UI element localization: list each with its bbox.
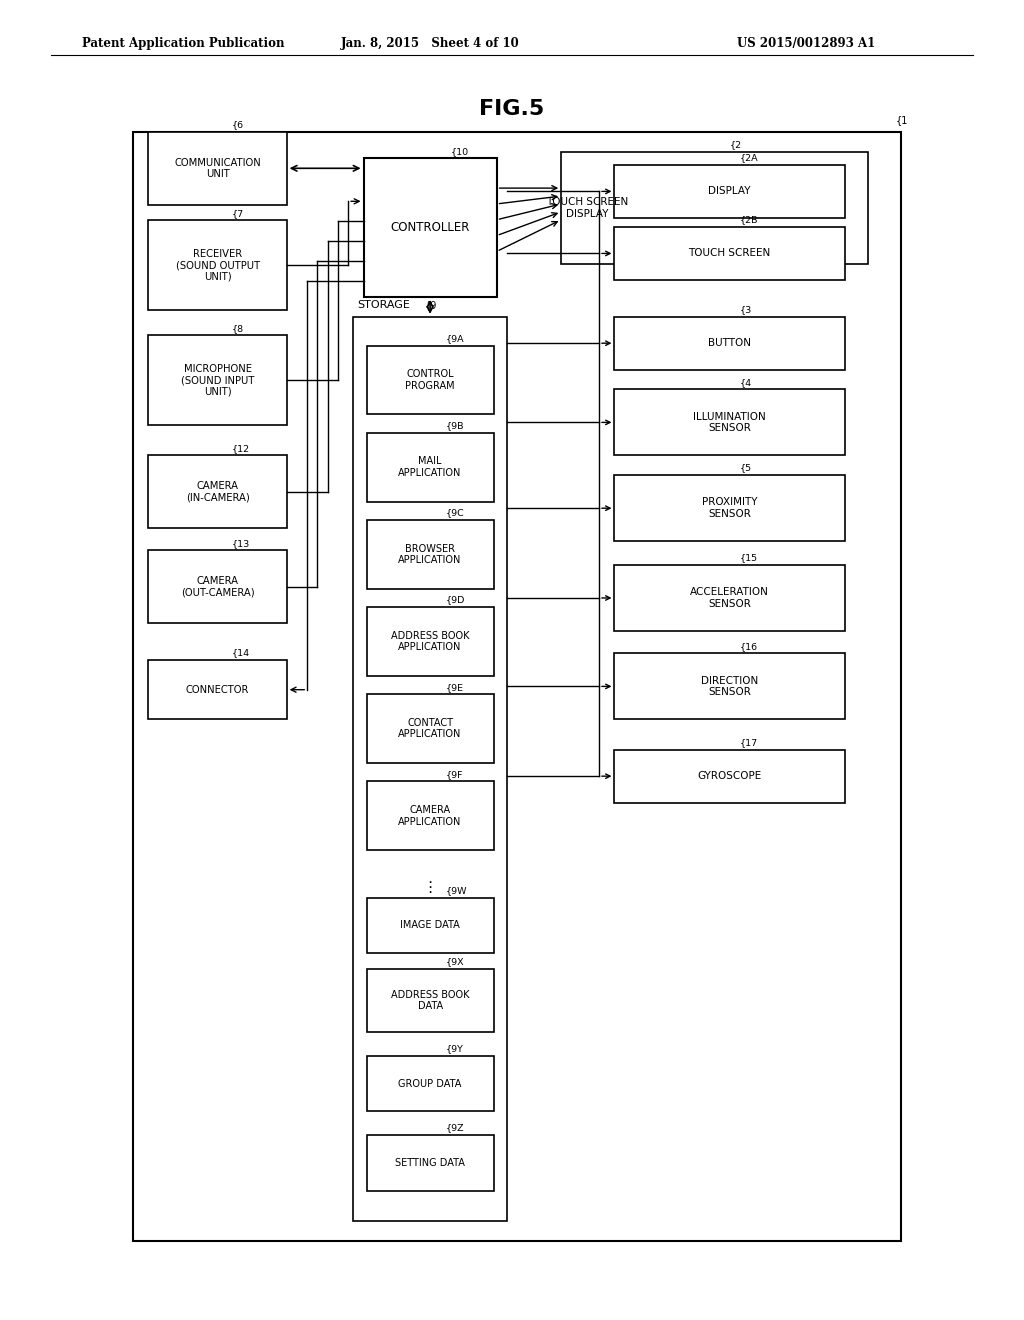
Text: {10: {10 xyxy=(451,147,469,156)
Text: {9D: {9D xyxy=(445,595,465,605)
Text: MICROPHONE
(SOUND INPUT
UNIT): MICROPHONE (SOUND INPUT UNIT) xyxy=(181,363,254,397)
Bar xyxy=(148,220,287,310)
Text: DIRECTION
SENSOR: DIRECTION SENSOR xyxy=(701,676,758,697)
Text: {3: {3 xyxy=(739,305,752,314)
Text: SETTING DATA: SETTING DATA xyxy=(395,1158,465,1168)
Text: DISPLAY: DISPLAY xyxy=(709,186,751,197)
Text: {4: {4 xyxy=(739,378,752,387)
Text: FIG.5: FIG.5 xyxy=(479,99,545,119)
Bar xyxy=(367,1135,494,1191)
Text: CONTROLLER: CONTROLLER xyxy=(390,222,470,234)
Text: {9Y: {9Y xyxy=(445,1044,463,1053)
Text: Patent Application Publication: Patent Application Publication xyxy=(82,37,285,50)
Text: {9Z: {9Z xyxy=(445,1123,464,1133)
Text: GYROSCOPE: GYROSCOPE xyxy=(697,771,762,781)
Text: {12: {12 xyxy=(231,444,250,453)
Text: {6: {6 xyxy=(231,120,244,129)
Text: {8: {8 xyxy=(231,323,244,333)
Text: {9W: {9W xyxy=(445,886,467,895)
Text: ⋮: ⋮ xyxy=(423,879,437,895)
Bar xyxy=(148,132,287,205)
Bar xyxy=(367,520,494,589)
Bar xyxy=(367,898,494,953)
Bar xyxy=(148,335,287,425)
Text: {17: {17 xyxy=(739,738,758,747)
Text: CONNECTOR: CONNECTOR xyxy=(186,685,249,694)
Bar xyxy=(367,433,494,502)
Text: {9A: {9A xyxy=(445,334,464,343)
Text: {9E: {9E xyxy=(445,682,464,692)
Bar xyxy=(367,607,494,676)
Text: US 2015/0012893 A1: US 2015/0012893 A1 xyxy=(737,37,876,50)
Text: {9B: {9B xyxy=(445,421,464,430)
Bar xyxy=(614,389,845,455)
Text: {1: {1 xyxy=(896,115,908,125)
Bar xyxy=(367,346,494,414)
Text: {2A: {2A xyxy=(739,153,759,162)
Text: {13: {13 xyxy=(231,539,250,548)
Text: {15: {15 xyxy=(739,553,758,562)
Bar xyxy=(367,969,494,1032)
Bar xyxy=(614,565,845,631)
Text: CONTACT
APPLICATION: CONTACT APPLICATION xyxy=(398,718,462,739)
Bar xyxy=(614,750,845,803)
Text: ADDRESS BOOK
APPLICATION: ADDRESS BOOK APPLICATION xyxy=(391,631,469,652)
Text: COMMUNICATION
UNIT: COMMUNICATION UNIT xyxy=(174,157,261,180)
Text: {9C: {9C xyxy=(445,508,464,517)
Bar xyxy=(367,781,494,850)
Text: TOUCH SCREEN
DISPLAY: TOUCH SCREEN DISPLAY xyxy=(546,197,628,219)
Bar xyxy=(148,660,287,719)
Text: {14: {14 xyxy=(231,648,250,657)
Bar xyxy=(614,653,845,719)
Text: CONTROL
PROGRAM: CONTROL PROGRAM xyxy=(406,370,455,391)
Text: ACCELERATION
SENSOR: ACCELERATION SENSOR xyxy=(690,587,769,609)
Bar xyxy=(614,475,845,541)
Text: ADDRESS BOOK
DATA: ADDRESS BOOK DATA xyxy=(391,990,469,1011)
Text: STORAGE: STORAGE xyxy=(357,300,411,310)
Bar xyxy=(614,227,845,280)
Text: PROXIMITY
SENSOR: PROXIMITY SENSOR xyxy=(701,498,758,519)
Bar xyxy=(614,317,845,370)
Bar xyxy=(148,455,287,528)
Bar xyxy=(614,165,845,218)
Text: {2B: {2B xyxy=(739,215,759,224)
Bar xyxy=(148,550,287,623)
Text: CAMERA
APPLICATION: CAMERA APPLICATION xyxy=(398,805,462,826)
Text: GROUP DATA: GROUP DATA xyxy=(398,1078,462,1089)
Text: CAMERA
(OUT-CAMERA): CAMERA (OUT-CAMERA) xyxy=(181,576,254,598)
Bar xyxy=(364,158,497,297)
Text: {9: {9 xyxy=(425,300,437,310)
Text: {9F: {9F xyxy=(445,770,463,779)
Text: RECEIVER
(SOUND OUTPUT
UNIT): RECEIVER (SOUND OUTPUT UNIT) xyxy=(175,248,260,282)
Text: BROWSER
APPLICATION: BROWSER APPLICATION xyxy=(398,544,462,565)
Bar xyxy=(367,1056,494,1111)
Text: TOUCH SCREEN: TOUCH SCREEN xyxy=(688,248,771,259)
Text: {5: {5 xyxy=(739,463,752,473)
Text: ILLUMINATION
SENSOR: ILLUMINATION SENSOR xyxy=(693,412,766,433)
Text: MAIL
APPLICATION: MAIL APPLICATION xyxy=(398,457,462,478)
Bar xyxy=(561,152,868,264)
Text: {9X: {9X xyxy=(445,957,464,966)
Text: {7: {7 xyxy=(231,209,244,218)
Bar xyxy=(353,317,507,1221)
Text: CAMERA
(IN-CAMERA): CAMERA (IN-CAMERA) xyxy=(185,480,250,503)
Text: IMAGE DATA: IMAGE DATA xyxy=(400,920,460,931)
Bar xyxy=(367,694,494,763)
Text: BUTTON: BUTTON xyxy=(709,338,751,348)
Text: Jan. 8, 2015   Sheet 4 of 10: Jan. 8, 2015 Sheet 4 of 10 xyxy=(341,37,519,50)
Text: {16: {16 xyxy=(739,642,758,651)
Bar xyxy=(133,132,901,1241)
Text: {2: {2 xyxy=(730,140,742,149)
